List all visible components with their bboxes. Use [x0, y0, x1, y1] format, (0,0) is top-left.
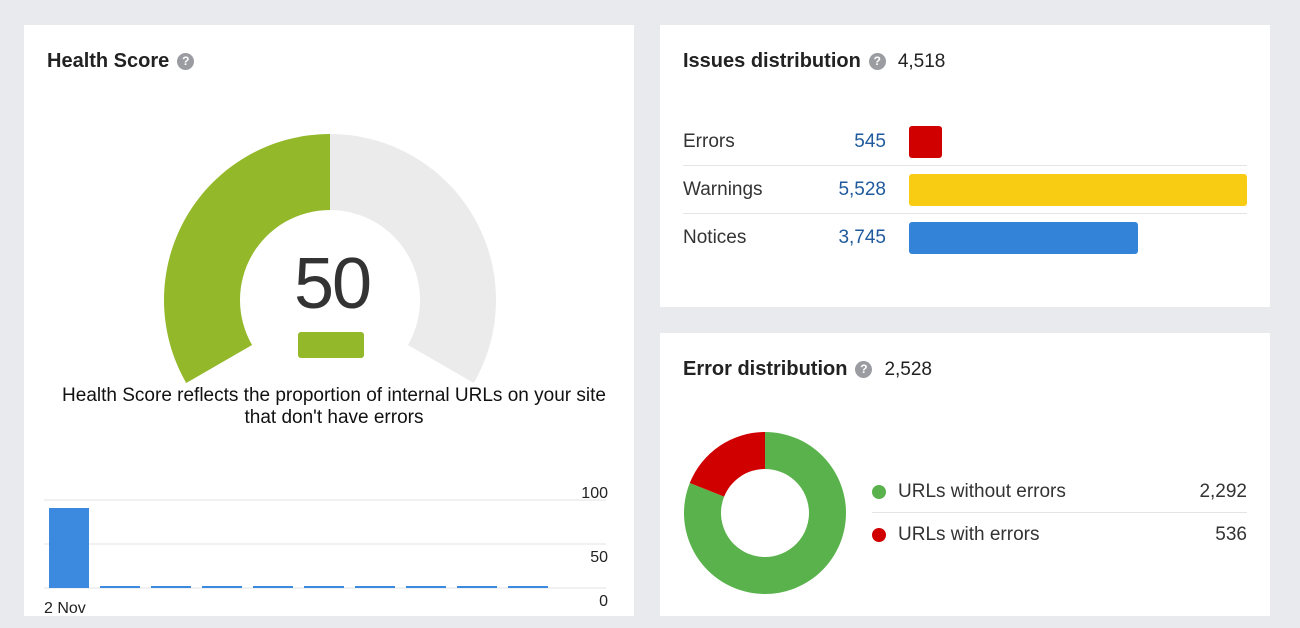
issue-row-warnings[interactable]: Warnings 5,528: [683, 166, 1247, 214]
trend-bars: [49, 508, 548, 588]
legend-row-without-errors[interactable]: URLs without errors 2,292: [872, 471, 1247, 513]
trend-bar[interactable]: [457, 586, 497, 588]
issue-count-link[interactable]: 3,745: [838, 227, 886, 248]
trend-bar[interactable]: [202, 586, 242, 588]
health-score-gauge: [163, 134, 496, 383]
issues-total-count: 4,518: [897, 50, 946, 72]
trend-bar[interactable]: [100, 586, 140, 588]
issues-distribution-title-text: Issues distribution: [683, 50, 861, 72]
health-score-title-text: Health Score: [47, 50, 170, 72]
issues-distribution-card: Issues distribution ? 4,518 Errors 545 W…: [660, 25, 1270, 307]
issue-label: Errors: [683, 130, 735, 152]
donut-slice-with-errors[interactable]: [689, 432, 765, 497]
issue-bar-errors[interactable]: [909, 125, 942, 158]
issue-count-link[interactable]: 5,528: [838, 178, 886, 200]
legend-value: 2,292: [1199, 480, 1247, 502]
issues-distribution-title: Issues distribution ? 4,518: [683, 50, 945, 73]
issue-bar-track: [909, 222, 1247, 254]
trend-bar[interactable]: [253, 586, 293, 588]
trend-y-tick-50: 50: [590, 549, 608, 566]
issue-bar-warnings[interactable]: [909, 173, 1247, 206]
question-circle-icon[interactable]: ?: [868, 53, 886, 70]
issue-count-link[interactable]: 545: [854, 130, 886, 152]
issue-row-notices[interactable]: Notices 3,745: [683, 214, 1247, 262]
legend-dot-red: [872, 528, 886, 542]
legend-dot-green: [872, 484, 886, 499]
trend-gridlines: [44, 499, 606, 589]
trend-y-tick-100: 100: [581, 485, 608, 502]
issue-bar-track: [909, 173, 1247, 206]
error-distribution-title-text: Error distribution: [683, 358, 848, 380]
trend-bar[interactable]: [304, 586, 344, 588]
legend-label: URLs without errors: [898, 480, 1066, 502]
trend-y-tick-0: 0: [599, 593, 608, 610]
error-distribution-card: Error distribution ? 2,528 URLs without …: [660, 333, 1270, 616]
health-score-card: Health Score ? 50 Health Score reflects …: [24, 25, 634, 616]
trend-bar[interactable]: [49, 508, 89, 588]
legend-value: 536: [1215, 524, 1247, 545]
trend-bar[interactable]: [151, 586, 191, 588]
trend-bar[interactable]: [406, 586, 446, 588]
gauge-filled-arc: [163, 134, 330, 383]
health-score-title: Health Score ?: [47, 50, 195, 73]
question-circle-icon[interactable]: ?: [177, 53, 195, 70]
issue-label: Warnings: [683, 178, 763, 200]
gauge-empty-arc: [330, 134, 496, 383]
issue-row-errors[interactable]: Errors 545: [683, 118, 1247, 166]
health-score-value: 50: [293, 244, 372, 324]
legend-label: URLs with errors: [898, 524, 1040, 545]
trend-x-label: 2 Nov: [44, 600, 86, 615]
health-score-trend-chart: 100 50 0 2 Nov: [44, 485, 608, 615]
trend-bar[interactable]: [508, 586, 548, 588]
error-total-count: 2,528: [884, 358, 932, 380]
error-distribution-donut: [684, 432, 846, 594]
issue-bar-notices[interactable]: [909, 222, 1138, 254]
error-distribution-title: Error distribution ? 2,528: [683, 358, 932, 381]
donut-slice-without-errors[interactable]: [684, 432, 846, 594]
issue-bar-track: [909, 125, 1247, 158]
health-score-description: Health Score reflects the proportion of …: [62, 385, 606, 428]
issue-label: Notices: [683, 227, 747, 248]
trend-bar[interactable]: [355, 586, 395, 588]
legend-row-with-errors[interactable]: URLs with errors 536: [872, 514, 1247, 556]
question-circle-icon[interactable]: ?: [855, 361, 873, 378]
health-score-status-chip: [298, 332, 364, 358]
